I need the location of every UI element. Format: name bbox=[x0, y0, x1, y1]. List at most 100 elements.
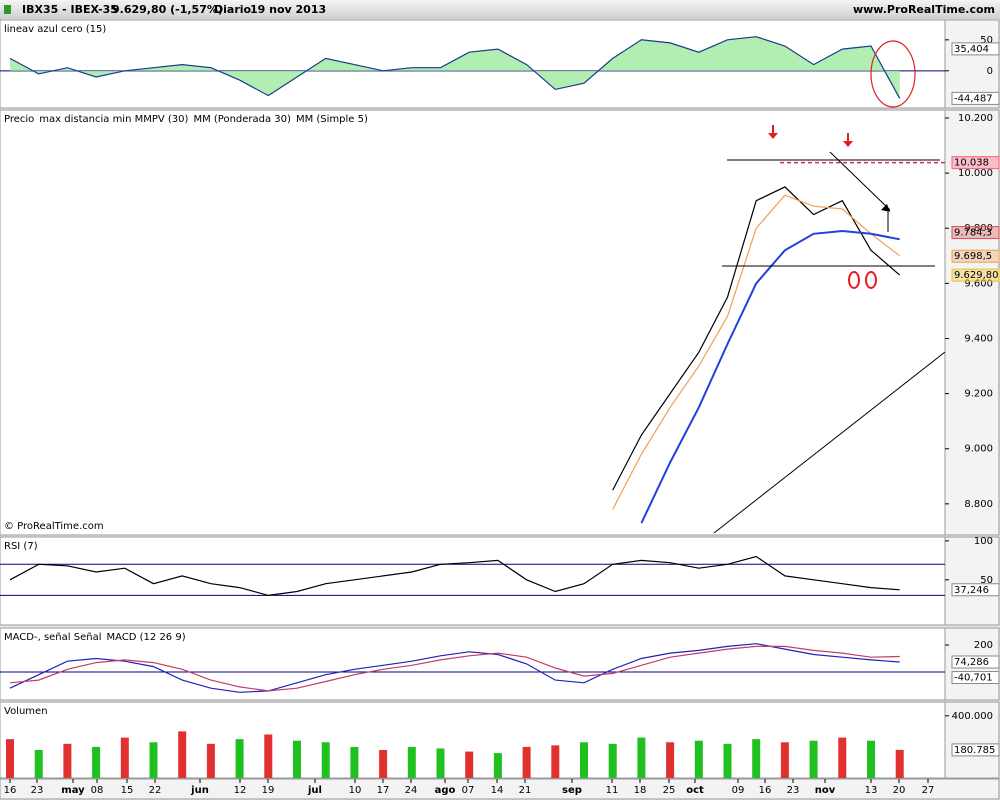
series-line bbox=[640, 229, 900, 524]
trend-line bbox=[829, 151, 891, 211]
volume-bar bbox=[235, 739, 244, 778]
value-box bbox=[951, 42, 1000, 56]
volume-bar bbox=[321, 742, 330, 778]
series-line bbox=[9, 555, 900, 597]
x-tick-label: 17 bbox=[377, 785, 390, 796]
axis-area bbox=[944, 701, 1000, 779]
volume-bar bbox=[92, 746, 101, 778]
x-tick-label: 25 bbox=[663, 785, 676, 796]
annotations bbox=[713, 40, 946, 534]
icon bbox=[4, 5, 11, 14]
x-tick-label: 23 bbox=[787, 785, 800, 796]
value-label: 10.038 bbox=[954, 158, 989, 169]
x-tick-label: jul bbox=[307, 785, 322, 796]
panel-label: MM (Simple 5) bbox=[296, 114, 368, 125]
axis-area bbox=[944, 536, 1000, 626]
x-tick-label: 16 bbox=[4, 785, 17, 796]
volume-bar bbox=[551, 745, 560, 778]
series-line bbox=[9, 645, 900, 692]
value-label: -40,701 bbox=[954, 673, 993, 684]
x-tick-label: 08 bbox=[91, 785, 104, 796]
volume-bar bbox=[666, 742, 675, 778]
x-tick-label: 27 bbox=[922, 785, 935, 796]
value-label: 9.698,5 bbox=[954, 251, 992, 262]
value-box bbox=[951, 671, 1000, 685]
y-tick-label: 9.600 bbox=[964, 278, 993, 289]
site: www.ProRealTime.com bbox=[853, 3, 995, 16]
x-tick-label: 10 bbox=[349, 785, 362, 796]
panel-label: max distancia min MMPV (30) bbox=[39, 114, 188, 125]
x-tick-label: 23 bbox=[31, 785, 44, 796]
volume-bar bbox=[637, 737, 646, 778]
value-label: 37,246 bbox=[954, 585, 989, 596]
series-line bbox=[612, 194, 901, 510]
x-tick-label: oct bbox=[686, 785, 704, 796]
value-box bbox=[951, 743, 1000, 757]
volume-bar bbox=[63, 743, 72, 778]
x-tick-label: 24 bbox=[405, 785, 418, 796]
panel-label: Precio bbox=[4, 114, 34, 125]
x-tick-label: 09 bbox=[732, 785, 745, 796]
y-tick-label: 9.000 bbox=[964, 444, 993, 455]
period: Diario bbox=[214, 3, 252, 16]
value-box bbox=[951, 91, 1000, 105]
value-box bbox=[951, 655, 1000, 669]
x-tick-label: 20 bbox=[893, 785, 906, 796]
panel: 10.200 10.000 9.800 9.600 9.400 9.200 9.000 8.8… bbox=[0, 109, 1000, 536]
plot-area bbox=[0, 109, 946, 536]
volume-bar bbox=[608, 743, 617, 778]
plot-content bbox=[0, 36, 945, 99]
volume-bar bbox=[752, 739, 761, 778]
value-label: 35,404 bbox=[954, 44, 989, 55]
y-tick-label: 100 bbox=[974, 536, 993, 547]
x-tick-label: sep bbox=[562, 785, 582, 796]
value-label: -44,487 bbox=[954, 93, 993, 104]
value-box bbox=[951, 226, 1000, 240]
x-tick-label: 07 bbox=[462, 785, 475, 796]
x-tick-label: 16 bbox=[759, 785, 772, 796]
series-line bbox=[9, 36, 901, 99]
y-tick-label: 10.000 bbox=[958, 168, 993, 179]
header-bar bbox=[0, 0, 1000, 19]
header: IBX35 - IBEX-35 9.629,80 (-1,57%) Diario… bbox=[0, 0, 1000, 19]
panel-label: Volumen bbox=[4, 706, 48, 717]
quote: 9.629,80 (-1,57%) bbox=[112, 3, 223, 16]
panel-label: RSI (7) bbox=[4, 541, 38, 552]
x-tick-label: may bbox=[61, 785, 85, 796]
volume-bar bbox=[379, 750, 388, 778]
volume-bar bbox=[895, 749, 904, 778]
x-tick-label: 11 bbox=[606, 785, 619, 796]
y-tick-label: 0 bbox=[987, 66, 993, 77]
date: 19 nov 2013 bbox=[250, 3, 326, 16]
volume-bar bbox=[407, 746, 416, 778]
y-tick-label: 50 bbox=[980, 35, 993, 46]
arrow bbox=[881, 204, 890, 212]
panel: 400.000 180.785 Volumen bbox=[0, 701, 1000, 779]
plot-content bbox=[0, 555, 945, 597]
value-box bbox=[951, 249, 1000, 263]
x-tick-label: 22 bbox=[149, 785, 162, 796]
y-tick-label: 9.400 bbox=[964, 333, 993, 344]
x-tick-label: nov bbox=[815, 785, 836, 796]
y-tick-label: 9.200 bbox=[964, 389, 993, 400]
arrow bbox=[843, 133, 853, 147]
volume-bar bbox=[723, 743, 732, 778]
value-box bbox=[951, 156, 1000, 170]
plots: 50 0 35,404 -44,487 lineav azul cero (15) 10.… bbox=[0, 19, 1000, 779]
volume-bar bbox=[34, 750, 43, 778]
y-tick-label: 10.200 bbox=[958, 113, 993, 124]
panel-label: lineav azul cero (15) bbox=[4, 24, 106, 35]
volume-bar bbox=[493, 753, 502, 778]
panel: 50 0 35,404 -44,487 lineav azul cero (15) bbox=[0, 19, 1000, 109]
volume-bar bbox=[580, 742, 588, 778]
y-tick-label: 8.800 bbox=[964, 499, 993, 510]
x-tick-label: 12 bbox=[234, 785, 247, 796]
circle bbox=[870, 40, 916, 108]
y-tick-label: 200 bbox=[974, 640, 993, 651]
volume-bar bbox=[694, 740, 703, 778]
circle bbox=[848, 271, 860, 289]
plot-content bbox=[0, 643, 945, 693]
y-tick-label: 9.800 bbox=[964, 223, 993, 234]
